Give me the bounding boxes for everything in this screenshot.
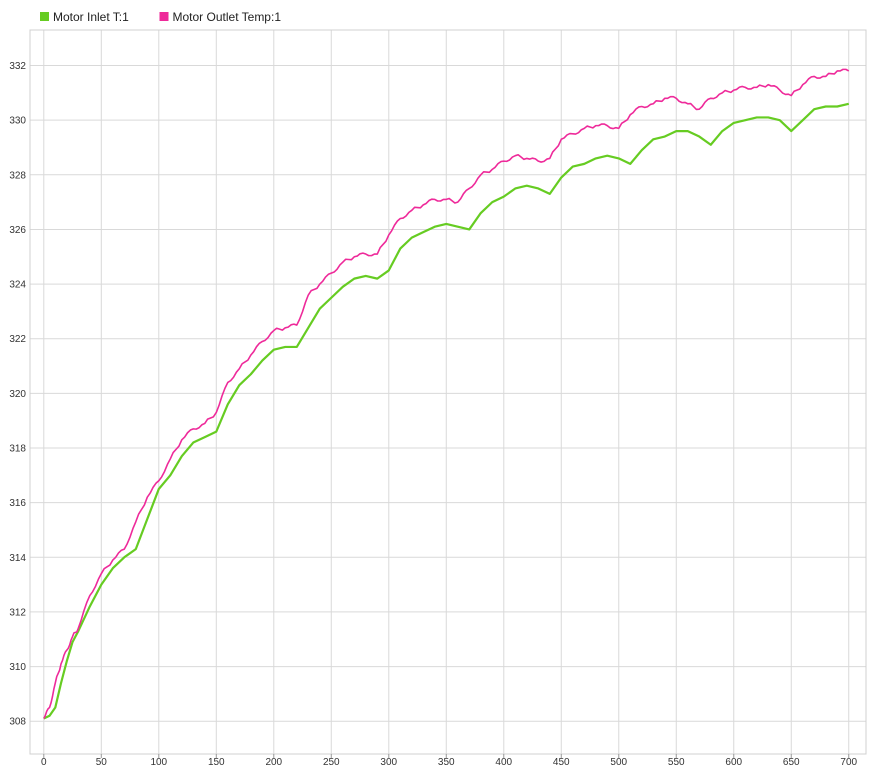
x-tick-label: 300 (380, 757, 397, 768)
legend-swatch (40, 12, 49, 21)
y-tick-label: 320 (9, 389, 26, 400)
x-tick-label: 400 (495, 757, 512, 768)
y-axis-ticks: 308 310 312 314 316 318 320 322 324 326 328 330 332 (9, 61, 26, 728)
x-tick-label: 600 (725, 757, 742, 768)
x-tick-label: 350 (438, 757, 455, 768)
legend-label: Motor Outlet Temp:1 (173, 10, 282, 24)
y-tick-label: 326 (9, 225, 26, 236)
x-tick-label: 500 (610, 757, 627, 768)
legend-swatch (159, 12, 169, 21)
x-tick-label: 700 (840, 757, 857, 768)
x-tick-label: 150 (208, 757, 225, 768)
x-tick-label: 650 (783, 757, 800, 768)
x-axis-ticks: 0 50 100 150 200 250 300 350 400 450 500 550 600 650 7… (41, 754, 858, 768)
x-tick-label: 50 (96, 757, 108, 768)
legend-label: Motor Inlet T:1 (53, 10, 129, 24)
series-line-motor-outlet (43, 68, 850, 719)
series-layer (43, 68, 850, 720)
y-tick-label: 332 (9, 61, 26, 72)
x-tick-label: 450 (553, 757, 570, 768)
y-tick-label: 314 (9, 553, 26, 564)
y-tick-label: 312 (9, 607, 26, 618)
x-tick-label: 0 (41, 757, 47, 768)
plot-frame (29, 29, 867, 755)
legend: Motor Inlet T:1 Motor Outlet Temp:1 (40, 10, 281, 24)
x-tick-label: 250 (323, 757, 340, 768)
y-tick-label: 318 (9, 444, 26, 455)
y-tick-label: 316 (9, 498, 26, 509)
grid (30, 30, 866, 754)
y-tick-label: 308 (9, 717, 26, 728)
y-tick-label: 328 (9, 170, 26, 181)
y-tick-label: 330 (9, 116, 26, 127)
y-tick-label: 322 (9, 334, 26, 345)
series-line-motor-inlet (43, 102, 850, 720)
x-tick-label: 200 (265, 757, 282, 768)
x-tick-label: 100 (150, 757, 167, 768)
x-tick-label: 550 (668, 757, 685, 768)
y-tick-label: 310 (9, 662, 26, 673)
y-tick-label: 324 (9, 280, 26, 291)
